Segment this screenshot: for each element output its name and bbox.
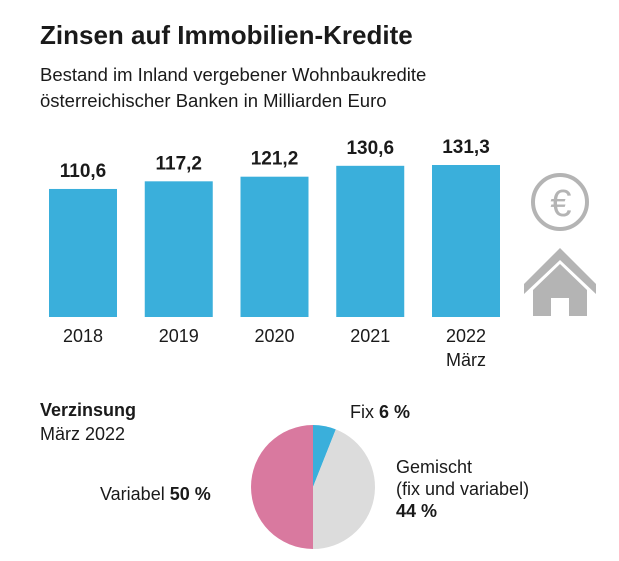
bar-value-label: 110,6 xyxy=(60,161,107,182)
pie-slice xyxy=(313,425,336,487)
pie-label-gemischt: Gemischt (fix und variabel) 44 % xyxy=(396,457,530,521)
x-tick-label: 2021 xyxy=(350,326,390,346)
pie-slice xyxy=(313,429,376,549)
x-tick-label: 2018 xyxy=(63,326,103,346)
pie-slice xyxy=(251,425,313,549)
bar xyxy=(336,165,405,317)
bar-value-label: 121,2 xyxy=(251,149,299,170)
bar-value-label: 131,3 xyxy=(442,137,490,158)
x-tick-label: März xyxy=(446,350,486,370)
bar xyxy=(240,176,309,317)
x-tick-label: 2022 xyxy=(446,326,486,346)
pie-title: Verzinsung xyxy=(40,400,137,420)
house-icon xyxy=(524,248,596,316)
bar xyxy=(49,188,117,317)
bar xyxy=(432,165,500,317)
x-tick-label: 2020 xyxy=(254,326,294,346)
euro-coin-icon: € xyxy=(531,173,589,231)
pie-label-fix: Fix 6 % xyxy=(350,402,411,422)
bar-value-label: 130,6 xyxy=(346,138,394,159)
svg-text:€: € xyxy=(550,183,571,225)
bar xyxy=(144,181,213,317)
x-tick-label: 2019 xyxy=(159,326,199,346)
pie-subtitle: März 2022 xyxy=(40,424,126,444)
bar-value-label: 117,2 xyxy=(156,153,203,174)
pie-label-variabel: Variabel 50 % xyxy=(100,484,211,504)
chart-subtitle-line1: Bestand im Inland vergebener Wohnbaukred… xyxy=(40,64,427,85)
chart-subtitle-line2: österreichischer Banken in Milliarden Eu… xyxy=(40,90,387,111)
chart-title: Zinsen auf Immobilien-Kredite xyxy=(40,20,413,50)
